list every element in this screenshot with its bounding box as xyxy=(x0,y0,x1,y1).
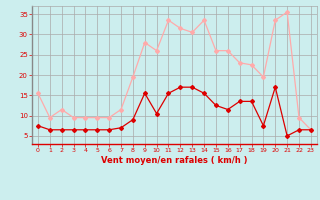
X-axis label: Vent moyen/en rafales ( km/h ): Vent moyen/en rafales ( km/h ) xyxy=(101,156,248,165)
